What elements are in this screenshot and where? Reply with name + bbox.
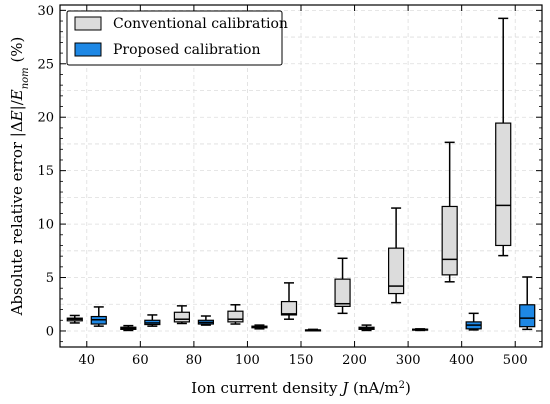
box-iqr xyxy=(280,300,298,316)
box-proposed-150 xyxy=(304,328,322,332)
x-tick-label: 40 xyxy=(79,353,96,368)
y-axis-label-prefix: Absolute relative error |Δ xyxy=(8,121,26,316)
box-iqr xyxy=(441,205,458,276)
box-iqr xyxy=(227,310,244,323)
legend: Conventional calibration Proposed calibr… xyxy=(66,10,288,66)
box-conventional-150 xyxy=(280,282,298,320)
x-axis-label-symbol: J xyxy=(339,379,349,397)
legend-swatch-proposed xyxy=(74,42,102,57)
box-conventional-400 xyxy=(441,141,458,283)
y-tick-label: 10 xyxy=(37,218,54,233)
x-tick-label: 150 xyxy=(289,353,314,368)
box-proposed-60 xyxy=(144,314,161,327)
x-tick-label: 500 xyxy=(503,353,528,368)
y-tick-label: 20 xyxy=(37,111,54,126)
x-axis-label-close: ) xyxy=(405,379,411,397)
box-iqr xyxy=(519,304,536,328)
y-axis-label-mid: |/ xyxy=(8,99,26,110)
box-iqr xyxy=(334,278,351,307)
x-tick-label: 80 xyxy=(186,353,203,368)
x-axis-label-suffix: (nA/m xyxy=(348,379,398,397)
x-tick-label: 100 xyxy=(235,353,260,368)
y-tick-label: 30 xyxy=(37,4,54,19)
x-tick-label: 200 xyxy=(342,353,367,368)
box-proposed-80 xyxy=(197,315,214,326)
y-axis-label-e1: E xyxy=(8,110,26,122)
x-tick-label: 60 xyxy=(132,353,149,368)
box-proposed-500 xyxy=(519,276,536,331)
box-conventional-200 xyxy=(334,257,351,315)
box-conventional-60 xyxy=(120,324,137,332)
legend-frame xyxy=(66,10,283,66)
box-proposed-400 xyxy=(465,312,482,331)
box-conventional-100 xyxy=(227,304,244,325)
legend-swatch-conventional xyxy=(74,16,102,31)
legend-label-proposed: Proposed calibration xyxy=(113,42,261,58)
box-conventional-40 xyxy=(66,314,83,324)
y-axis-label: Absolute relative error |ΔE|/Enom (%) xyxy=(8,37,31,317)
box-iqr xyxy=(173,311,190,323)
box-iqr xyxy=(388,247,405,295)
box-conventional-500 xyxy=(495,17,512,257)
box-proposed-40 xyxy=(90,306,107,327)
y-axis-label-e2: E xyxy=(8,89,26,101)
y-tick-label: 5 xyxy=(46,271,54,286)
x-tick-label: 300 xyxy=(396,353,421,368)
x-axis-label-prefix: Ion current density xyxy=(191,379,342,397)
y-axis-label-suffix: (%) xyxy=(8,37,26,68)
box-conventional-80 xyxy=(173,305,190,325)
axis-ticks: 0 5 10 15 20 25 30 40 60 80 100 150 200 300 400 500 xyxy=(37,4,542,368)
box-iqr xyxy=(495,122,512,247)
x-tick-label: 400 xyxy=(449,353,474,368)
x-axis-label: Ion current density J (nA/m2) xyxy=(191,379,411,397)
y-tick-label: 25 xyxy=(37,57,54,72)
legend-label-conventional: Conventional calibration xyxy=(113,16,288,32)
y-tick-label: 0 xyxy=(46,324,54,339)
box-proposed-200 xyxy=(358,324,375,332)
box-proposed-300 xyxy=(412,328,429,332)
y-axis-label-sub: nom xyxy=(20,67,31,89)
boxes-layer xyxy=(66,17,536,332)
x-axis-label-sup: 2 xyxy=(399,380,405,391)
y-tick-label: 15 xyxy=(37,164,54,179)
box-conventional-300 xyxy=(388,207,405,304)
box-proposed-100 xyxy=(251,324,268,330)
